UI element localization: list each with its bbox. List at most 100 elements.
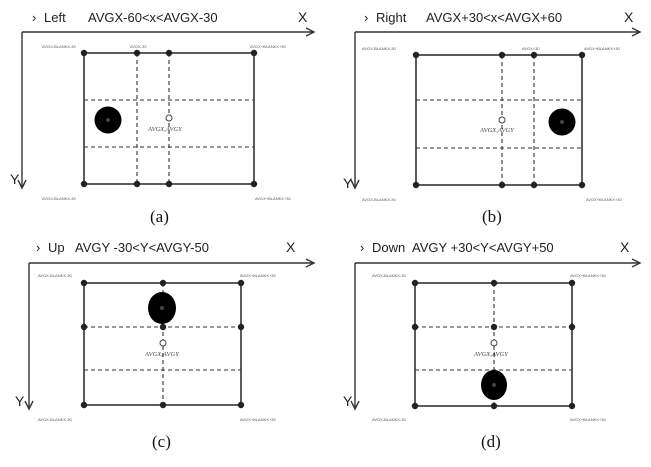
panel-b-bullet: › <box>364 10 368 25</box>
panel-b-direction: Right <box>376 10 407 25</box>
panel-c: › Up AVGY -30<Y<AVGY-50 X Y AVGX-BLANKX-… <box>0 231 325 462</box>
y-axis-arrow-icon <box>350 179 360 190</box>
panel-b-caption: (b) <box>482 207 502 226</box>
corner-dot <box>411 402 419 410</box>
corner-dot <box>237 401 245 409</box>
corner-dot <box>412 181 420 189</box>
y-axis-label: Y <box>15 393 25 409</box>
tick-label: AVGX-30 <box>130 44 147 49</box>
center-label: AVGX,AVGY <box>147 126 183 133</box>
corner-dot <box>237 279 245 287</box>
panel-d-caption: (d) <box>481 432 501 451</box>
grid-dot <box>159 279 167 287</box>
corner-label-top-right: AVGX+BLANKX+30 <box>250 44 287 49</box>
x-axis-arrow-icon <box>631 258 642 268</box>
grid-dot <box>133 49 141 57</box>
corner-label-top-left: AVGX-BLANKX-30 <box>38 273 72 278</box>
panel-c-caption: (c) <box>152 432 171 451</box>
grid-dot <box>530 51 538 59</box>
grid-dot <box>411 323 419 331</box>
center-marker-icon <box>159 339 167 347</box>
corner-label-bottom-left: AVGX-BLANKX-30 <box>362 197 396 202</box>
gaze-center-icon <box>492 383 496 387</box>
panel-c-direction: Up <box>48 240 65 255</box>
grid-dot <box>490 323 498 331</box>
panel-a-diagram: › Left AVGX-60<x<AVGX-30 X Y AVGX-BLANKX… <box>10 9 316 226</box>
tick-label: AVGX+30 <box>522 46 540 51</box>
corner-label-bottom-left: AVGX-BLANKX-30 <box>372 417 406 422</box>
y-axis-label: Y <box>10 171 20 187</box>
panel-a-direction: Left <box>44 10 66 25</box>
corner-label-top-left: AVGX-BLANKX-30 <box>372 273 406 278</box>
grid-dot <box>237 323 245 331</box>
corner-dot <box>411 279 419 287</box>
corner-dot <box>80 49 88 57</box>
corner-dot <box>578 181 586 189</box>
x-axis-label: X <box>624 9 634 25</box>
center-marker-icon <box>490 339 498 347</box>
corner-dot <box>568 279 576 287</box>
panel-b-diagram: › Right AVGX+30<x<AVGX+60 X Y AVGX-BLANK… <box>343 9 642 226</box>
corner-dot <box>80 180 88 188</box>
gaze-center-icon <box>160 306 164 310</box>
panel-a: › Left AVGX-60<x<AVGX-30 X Y AVGX-BLANKX… <box>0 0 325 231</box>
gaze-center-icon <box>560 120 564 124</box>
corner-label-bottom-right: AVGX+BLANKX+30 <box>255 196 292 201</box>
panel-c-diagram: › Up AVGY -30<Y<AVGY-50 X Y AVGX-BLANKX-… <box>15 239 316 451</box>
corner-label-top-left: AVGX-BLANKX-30 <box>362 46 396 51</box>
x-axis-label: X <box>620 239 630 255</box>
grid-dot <box>498 51 506 59</box>
y-axis-label: Y <box>343 175 353 191</box>
grid-dot <box>490 279 498 287</box>
grid-dot <box>165 180 173 188</box>
corner-label-top-right: AVGX+BLANKX+30 <box>240 273 277 278</box>
corner-label-bottom-right: AVGX+BLANKX+30 <box>586 197 623 202</box>
center-marker-icon <box>498 116 506 124</box>
grid-dot <box>498 181 506 189</box>
center-marker-icon <box>165 114 173 122</box>
corner-dot <box>250 49 258 57</box>
gaze-center-icon <box>106 118 110 122</box>
y-axis-arrow-icon <box>17 179 27 190</box>
corner-label-top-right: AVGX+BLANKX+30 <box>584 46 621 51</box>
panel-a-condition: AVGX-60<x<AVGX-30 <box>88 10 218 25</box>
corner-dot <box>568 402 576 410</box>
panel-d-condition: AVGY +30<Y<AVGY+50 <box>412 240 554 255</box>
panel-a-caption: (a) <box>150 207 169 226</box>
corner-label-bottom-right: AVGX+BLANKX+30 <box>570 417 607 422</box>
corner-label-bottom-right: AVGX+BLANKX+30 <box>240 417 277 422</box>
panel-c-condition: AVGY -30<Y<AVGY-50 <box>75 240 209 255</box>
corner-label-bottom-left: AVGX-BLANKX-30 <box>38 417 72 422</box>
corner-dot <box>412 51 420 59</box>
x-axis-arrow-icon <box>631 27 642 37</box>
grid-dot <box>490 402 498 410</box>
center-label: AVGX,AVGY <box>473 351 509 358</box>
corner-label-top-left: AVGX-BLANKX-30 <box>42 44 76 49</box>
grid-dot <box>80 323 88 331</box>
panel-d-direction: Down <box>372 240 405 255</box>
panel-b: › Right AVGX+30<x<AVGX+60 X Y AVGX-BLANK… <box>326 0 651 231</box>
corner-label-bottom-left: AVGX-BLANKX-30 <box>42 196 76 201</box>
corner-dot <box>80 279 88 287</box>
grid-dot <box>165 49 173 57</box>
y-axis-arrow-icon <box>24 400 34 411</box>
grid-dot <box>159 323 167 331</box>
corner-dot <box>578 51 586 59</box>
x-axis-arrow-icon <box>305 258 316 268</box>
grid-dot <box>159 401 167 409</box>
center-label: AVGX,AVGY <box>479 127 515 134</box>
panel-a-bullet: › <box>32 10 36 25</box>
y-axis-label: Y <box>343 393 353 409</box>
panel-c-bullet: › <box>36 240 40 255</box>
x-axis-label: X <box>298 9 308 25</box>
panel-d: › Down AVGY +30<Y<AVGY+50 X Y AVGX-BLANK… <box>326 231 651 462</box>
corner-label-top-right: AVGX+BLANKX+30 <box>570 273 607 278</box>
x-axis-label: X <box>286 239 296 255</box>
center-label: AVGX,AVGY <box>144 351 180 358</box>
corner-dot <box>80 401 88 409</box>
grid-dot <box>568 323 576 331</box>
y-axis-arrow-icon <box>350 400 360 411</box>
panel-d-bullet: › <box>360 240 364 255</box>
grid-dot <box>530 181 538 189</box>
